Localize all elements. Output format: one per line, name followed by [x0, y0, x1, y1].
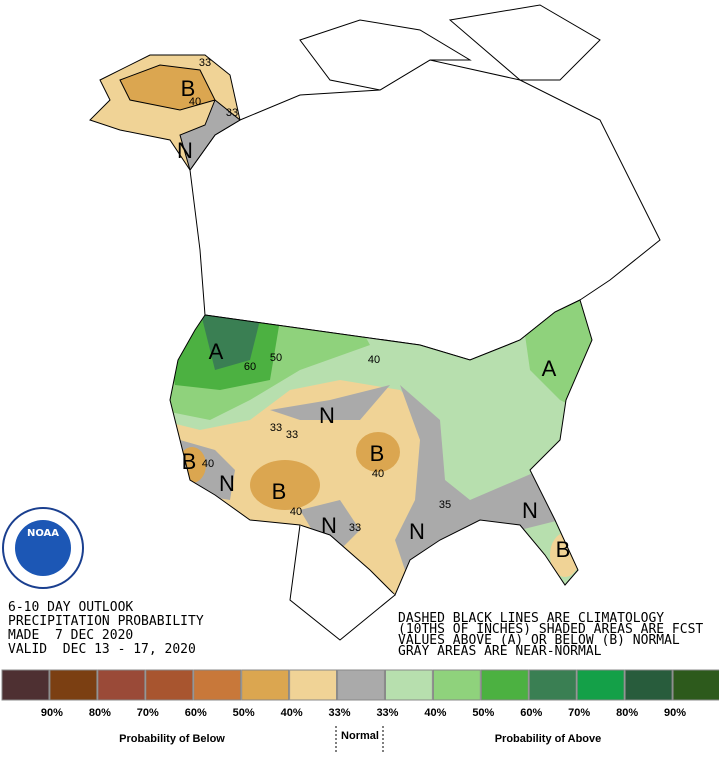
logo-text: NOAA [27, 528, 59, 539]
map-label: 33 [270, 422, 282, 434]
map-label: 40 [202, 458, 214, 470]
map-label: 33 [226, 107, 238, 119]
legend-label: 80% [616, 707, 638, 719]
legend-swatch [337, 669, 385, 701]
logo-disc [15, 520, 71, 576]
legend-swatch [672, 669, 719, 701]
header-line: PRECIPITATION PROBABILITY [8, 614, 204, 629]
header-line: VALID DEC 13 - 17, 2020 [8, 642, 196, 657]
noaa-logo: NOAA [2, 507, 84, 589]
legend-swatch [480, 669, 529, 701]
legend-label: 33% [376, 707, 398, 719]
legend-below: Probability of Below [119, 733, 225, 745]
map-label: B [370, 441, 385, 466]
shade-normal [395, 385, 560, 570]
legend-label: 70% [137, 707, 159, 719]
map-label: N [409, 519, 425, 544]
legend-swatch [49, 669, 98, 701]
map-label: 50 [270, 352, 282, 364]
legend-label: 60% [185, 707, 207, 719]
map-label: 33 [349, 522, 361, 534]
legend-label: 90% [41, 707, 63, 719]
shade-below-40-sw [250, 460, 320, 510]
legend-swatch [289, 669, 338, 701]
map-label: 40 [290, 506, 302, 518]
legend-swatch [432, 669, 481, 701]
map-label: N [219, 471, 235, 496]
legend-swatch [528, 669, 577, 701]
map-label: B [556, 537, 571, 562]
legend-label: 40% [424, 707, 446, 719]
map-label: 40 [372, 468, 384, 480]
legend-swatch [624, 669, 673, 701]
legend-swatch [384, 669, 433, 701]
map-label: 33 [286, 429, 298, 441]
note-line: DASHED BLACK LINES ARE CLIMATOLOGY [398, 611, 664, 626]
map-label: A [542, 356, 557, 381]
map-label: 40 [189, 96, 201, 108]
shade-above-60 [200, 310, 260, 370]
map-label: N [321, 513, 337, 538]
header-line: 6-10 DAY OUTLOOK [8, 600, 133, 615]
legend-label: 40% [281, 707, 303, 719]
map-label: 33 [199, 57, 211, 69]
legend-label: 50% [472, 707, 494, 719]
note-line: (10THS OF INCHES) SHADED AREAS ARE FCST [398, 622, 703, 637]
shade-normal-south [300, 500, 360, 560]
us-outline [169, 299, 593, 596]
legend-swatch [241, 669, 290, 701]
mexico-outline [289, 524, 396, 641]
map-label: N [522, 498, 538, 523]
legend-normal: Normal [341, 730, 379, 742]
legend-swatch [1, 669, 50, 701]
legend-above: Probability of Above [495, 733, 602, 745]
legend-label: 70% [568, 707, 590, 719]
map-label: B [182, 449, 197, 474]
legend-swatch [193, 669, 242, 701]
legend-label: 60% [520, 707, 542, 719]
map-label: N [177, 138, 193, 163]
header-line: MADE 7 DEC 2020 [8, 628, 133, 643]
legend-label: 33% [329, 707, 351, 719]
legend-swatch [576, 669, 625, 701]
canada-outline [189, 4, 661, 361]
map-label: 60 [244, 361, 256, 373]
map-label: N [319, 403, 335, 428]
map-label: B [181, 76, 196, 101]
map-label: 35 [439, 499, 451, 511]
shade-below-40-plains [356, 432, 400, 472]
map-label: A [209, 339, 224, 364]
legend-label: 90% [664, 707, 686, 719]
map-label: B [272, 479, 287, 504]
legend-swatch [97, 669, 146, 701]
legend-label: 80% [89, 707, 111, 719]
map-label: 40 [368, 354, 380, 366]
note-line: GRAY AREAS ARE NEAR-NORMAL [398, 644, 602, 659]
shade-normal-band [270, 385, 390, 420]
note-line: VALUES ABOVE (A) OR BELOW (B) NORMAL [398, 633, 680, 648]
legend-swatch [145, 669, 194, 701]
legend-label: 50% [233, 707, 255, 719]
alaska [89, 54, 241, 172]
